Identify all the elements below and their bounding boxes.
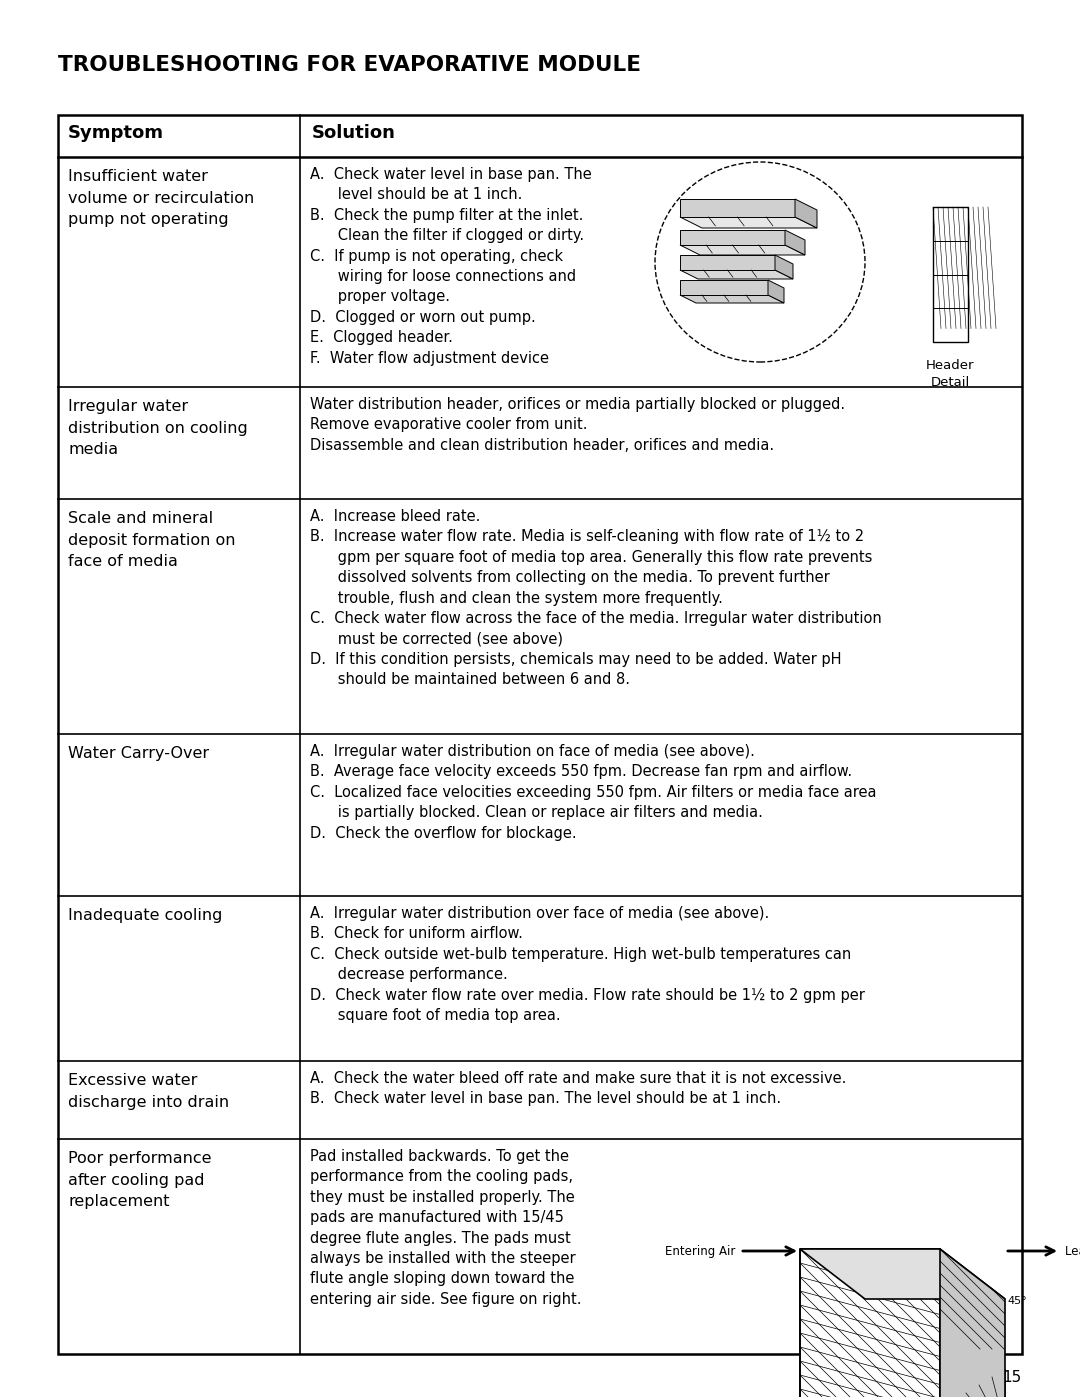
Bar bbox=[933, 207, 968, 342]
Text: A.  Irregular water distribution over face of media (see above).
B.  Check for u: A. Irregular water distribution over fac… bbox=[310, 907, 865, 1023]
Polygon shape bbox=[680, 295, 784, 303]
Polygon shape bbox=[680, 270, 793, 279]
Text: Scale and mineral
deposit formation on
face of media: Scale and mineral deposit formation on f… bbox=[68, 511, 235, 569]
Polygon shape bbox=[768, 279, 784, 303]
Text: A.  Check the water bleed off rate and make sure that it is not excessive.
B.  C: A. Check the water bleed off rate and ma… bbox=[310, 1071, 847, 1106]
Polygon shape bbox=[680, 217, 816, 228]
Text: Insufficient water
volume or recirculation
pump not operating: Insufficient water volume or recirculati… bbox=[68, 169, 254, 228]
Text: Entering Air: Entering Air bbox=[664, 1245, 735, 1257]
Text: A.  Check water level in base pan. The
      level should be at 1 inch.
B.  Chec: A. Check water level in base pan. The le… bbox=[310, 168, 592, 366]
Ellipse shape bbox=[654, 162, 865, 362]
Polygon shape bbox=[680, 244, 805, 256]
Text: A.  Irregular water distribution on face of media (see above).
B.  Average face : A. Irregular water distribution on face … bbox=[310, 745, 877, 841]
Text: Poor performance
after cooling pad
replacement: Poor performance after cooling pad repla… bbox=[68, 1151, 212, 1210]
Text: Inadequate cooling: Inadequate cooling bbox=[68, 908, 222, 923]
Text: Header
Detail: Header Detail bbox=[926, 359, 974, 388]
Polygon shape bbox=[680, 198, 795, 217]
Polygon shape bbox=[680, 279, 768, 295]
Polygon shape bbox=[680, 256, 775, 270]
Polygon shape bbox=[795, 198, 816, 228]
Text: TROUBLESHOOTING FOR EVAPORATIVE MODULE: TROUBLESHOOTING FOR EVAPORATIVE MODULE bbox=[58, 54, 642, 75]
Text: Water distribution header, orifices or media partially blocked or plugged.
Remov: Water distribution header, orifices or m… bbox=[310, 397, 846, 453]
Text: Symptom: Symptom bbox=[68, 124, 164, 142]
Polygon shape bbox=[775, 256, 793, 279]
Text: Water Carry-Over: Water Carry-Over bbox=[68, 746, 210, 761]
Text: Leaving Air: Leaving Air bbox=[1065, 1245, 1080, 1257]
Polygon shape bbox=[800, 1249, 940, 1397]
Polygon shape bbox=[785, 231, 805, 256]
Bar bbox=[58, 115, 1022, 1354]
Polygon shape bbox=[940, 1249, 1005, 1397]
Polygon shape bbox=[680, 231, 785, 244]
Text: A.  Increase bleed rate.
B.  Increase water flow rate. Media is self-cleaning wi: A. Increase bleed rate. B. Increase wate… bbox=[310, 509, 881, 687]
Text: Irregular water
distribution on cooling
media: Irregular water distribution on cooling … bbox=[68, 400, 247, 457]
Text: Excessive water
discharge into drain: Excessive water discharge into drain bbox=[68, 1073, 229, 1109]
Text: 15: 15 bbox=[1002, 1370, 1022, 1384]
Text: 45°: 45° bbox=[1007, 1296, 1027, 1306]
Polygon shape bbox=[800, 1249, 1005, 1299]
Polygon shape bbox=[800, 1249, 940, 1397]
Polygon shape bbox=[940, 1249, 1005, 1397]
Text: Solution: Solution bbox=[312, 124, 396, 142]
Text: Pad installed backwards. To get the
performance from the cooling pads,
they must: Pad installed backwards. To get the perf… bbox=[310, 1148, 581, 1306]
